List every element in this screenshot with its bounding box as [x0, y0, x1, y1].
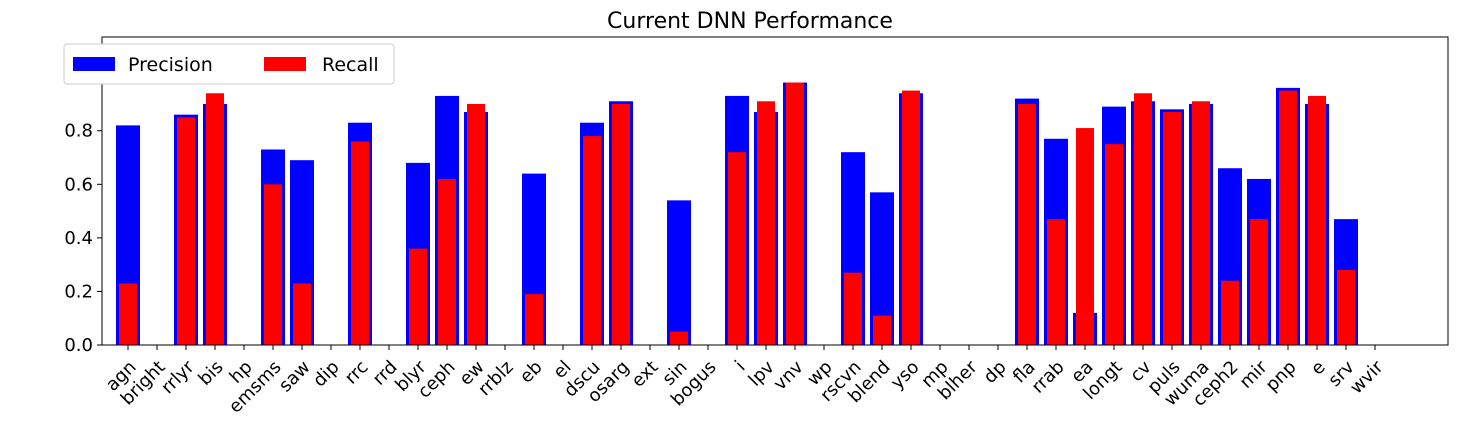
bar-recall-lpv [757, 101, 775, 345]
x-tick-label: bis [194, 357, 227, 390]
bar-recall-srv [1337, 270, 1355, 345]
x-tick-label: pnp [1262, 357, 1301, 396]
bar-recall-sin [670, 331, 688, 345]
bar-recall-e [1308, 95, 1326, 345]
chart-title: Current DNN Performance [607, 9, 893, 34]
legend-label-precision: Precision [128, 54, 213, 76]
x-tick-label: ext [628, 357, 663, 392]
bar-recall-i [728, 152, 746, 345]
bar-recall-mir [1250, 219, 1268, 345]
bar-recall-rscvn [844, 272, 862, 345]
bar-recall-emsms [264, 184, 282, 345]
bar-recall-blyr [409, 248, 427, 345]
bar-recall-osarg [612, 103, 630, 346]
x-tick-label: lpv [745, 356, 779, 390]
bar-recall-longt [1105, 144, 1123, 345]
bar-recall-yso [902, 90, 920, 345]
bar-recall-wuma [1192, 101, 1210, 345]
legend: Precision Recall [63, 43, 395, 85]
legend-box [63, 43, 395, 85]
y-tick-label: 0.2 [64, 281, 93, 302]
plot-frame [101, 36, 1449, 346]
bar-recall-ceph2 [1221, 280, 1239, 345]
bar-recall-eb [525, 294, 543, 345]
legend-swatch-recall [264, 57, 306, 71]
legend-label-recall: Recall [322, 54, 379, 76]
x-tick-label: dp [980, 357, 1011, 388]
x-tick-label: rrblz [474, 357, 517, 400]
x-tick-label: dip [309, 357, 344, 392]
bar-recall-ea [1076, 128, 1094, 345]
bar-precision-sin [667, 200, 691, 345]
x-tick-label: wvir [1346, 356, 1388, 398]
bar-recall-vnv [786, 82, 804, 346]
x-tick-label: rrc [341, 357, 373, 389]
x-tick-label: eb [516, 357, 547, 388]
bar-recall-agn [119, 283, 137, 345]
y-tick-label: 0.8 [64, 121, 93, 142]
bar-recall-cv [1134, 93, 1152, 346]
x-tick-label: rrlyr [157, 356, 199, 398]
x-tick-label: rrab [1028, 357, 1069, 398]
bar-recall-rrc [351, 141, 369, 345]
y-tick-label: 0.6 [64, 174, 93, 195]
bar-recall-ceph [438, 178, 456, 345]
bar-recall-blend [873, 315, 891, 345]
x-tick-label: vnv [770, 356, 808, 394]
y-tick-label: 0.0 [64, 335, 93, 356]
bar-recall-ew [467, 103, 485, 346]
bar-recall-rrab [1047, 219, 1065, 345]
y-tick-label: 0.4 [64, 228, 93, 249]
bar-recall-dscu [583, 136, 601, 345]
bar-recall-bis [206, 93, 224, 346]
bar-recall-rrlyr [177, 117, 195, 345]
bar-recall-saw [293, 283, 311, 345]
bar-recall-puls [1163, 111, 1181, 345]
bar-recall-pnp [1279, 90, 1297, 345]
bar-recall-fla [1018, 103, 1036, 346]
legend-swatch-precision [73, 57, 115, 71]
